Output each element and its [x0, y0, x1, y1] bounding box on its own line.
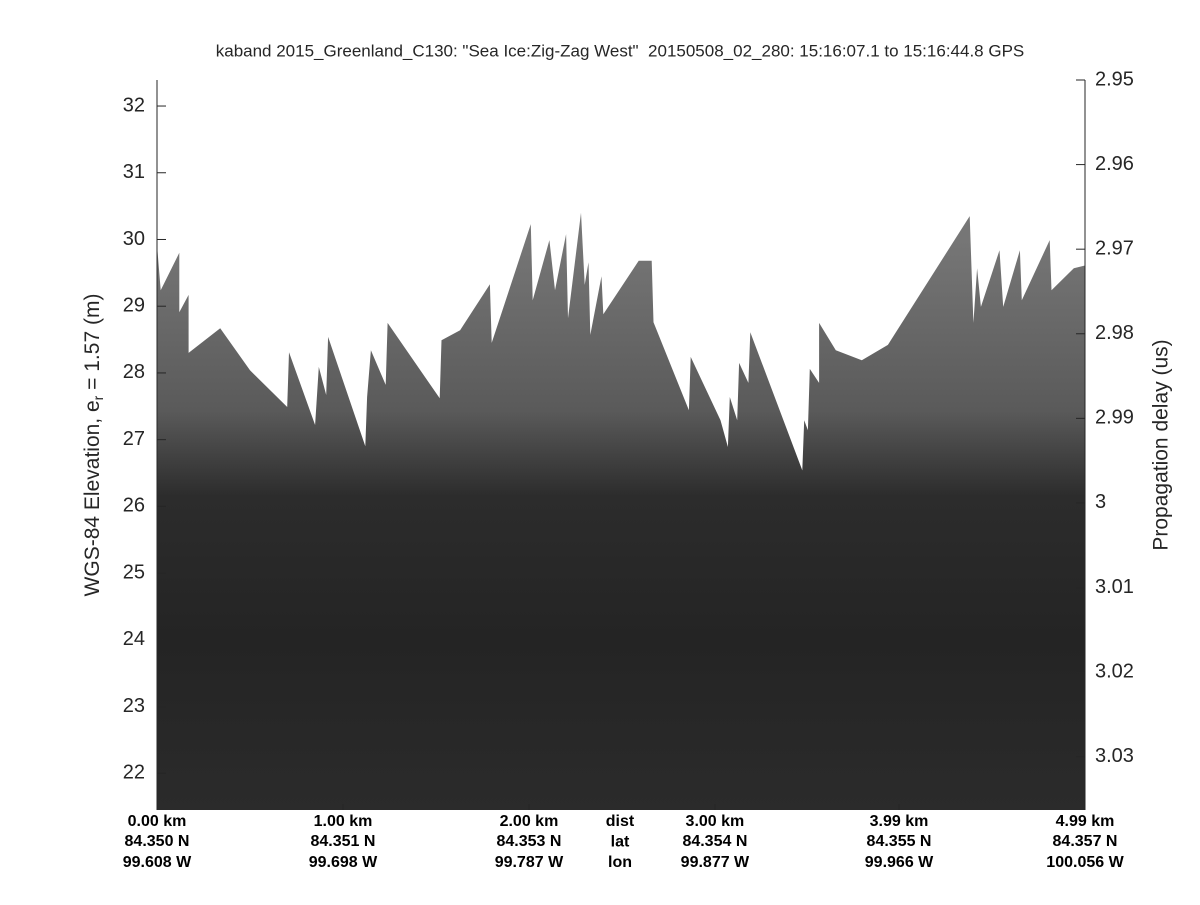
- y-tick-label: 23: [123, 695, 145, 717]
- y-tick-label: 27: [123, 428, 145, 450]
- y-tick-label: 32: [123, 94, 145, 116]
- y-tick-label: 26: [123, 495, 145, 517]
- y-label-subscript: r: [90, 395, 106, 400]
- lat-label: 84.354 N: [682, 833, 747, 850]
- y-tick-label: 29: [123, 294, 145, 316]
- lon-label: 99.698 W: [309, 854, 378, 871]
- lat-label: 84.350 N: [125, 833, 190, 850]
- y-tick-label: 30: [123, 228, 145, 250]
- y-tick-label: 22: [123, 762, 145, 784]
- y2-tick-label: 2.97: [1095, 237, 1134, 259]
- y-tick-label: 24: [123, 628, 145, 650]
- echogram-area: [157, 212, 1085, 811]
- x-tick-label: 0.00 km: [128, 813, 187, 830]
- lat-label: 84.353 N: [496, 833, 561, 850]
- y2-tick-label: 3.01: [1095, 576, 1134, 598]
- lon-label: 99.877 W: [681, 854, 750, 871]
- y2-tick-label: 3: [1095, 491, 1106, 513]
- y2-tick-label: 2.96: [1095, 153, 1134, 175]
- lat-label: 84.357 N: [1053, 833, 1118, 850]
- row-label: lon: [608, 854, 632, 871]
- x-tick-label: 3.99 km: [870, 813, 929, 830]
- y-tick-label: 31: [123, 161, 145, 183]
- x-tick-label: 1.00 km: [314, 813, 373, 830]
- lon-label: 100.056 W: [1046, 854, 1124, 871]
- y2-tick-label: 3.02: [1095, 660, 1134, 682]
- y2-tick-label: 2.95: [1095, 68, 1134, 90]
- y-tick-label: 28: [123, 361, 145, 383]
- lon-label: 99.787 W: [495, 854, 564, 871]
- y2-tick-label: 3.03: [1095, 745, 1134, 767]
- lat-label: 84.351 N: [311, 833, 376, 850]
- x-tick-label: 2.00 km: [500, 813, 559, 830]
- row-label: lat: [611, 834, 630, 851]
- y2-tick-label: 2.98: [1095, 322, 1134, 344]
- y-axis-label: WGS-84 Elevation, er = 1.57 (m): [81, 294, 106, 597]
- lat-label: 84.355 N: [867, 833, 932, 850]
- y2-tick-label: 2.99: [1095, 407, 1134, 429]
- chart-title: kaband 2015_Greenland_C130: "Sea Ice:Zig…: [216, 41, 1025, 60]
- y-label-text: = 1.57 (m): [81, 294, 104, 396]
- y-tick-label: 25: [123, 561, 145, 583]
- y-label-text: WGS-84 Elevation, e: [81, 400, 104, 596]
- y2-axis-label: Propagation delay (us): [1150, 339, 1173, 550]
- x-tick-label: 3.00 km: [686, 813, 745, 830]
- lon-label: 99.608 W: [123, 854, 192, 871]
- x-tick-label: 4.99 km: [1056, 813, 1115, 830]
- row-label: dist: [606, 813, 635, 830]
- lon-label: 99.966 W: [865, 854, 934, 871]
